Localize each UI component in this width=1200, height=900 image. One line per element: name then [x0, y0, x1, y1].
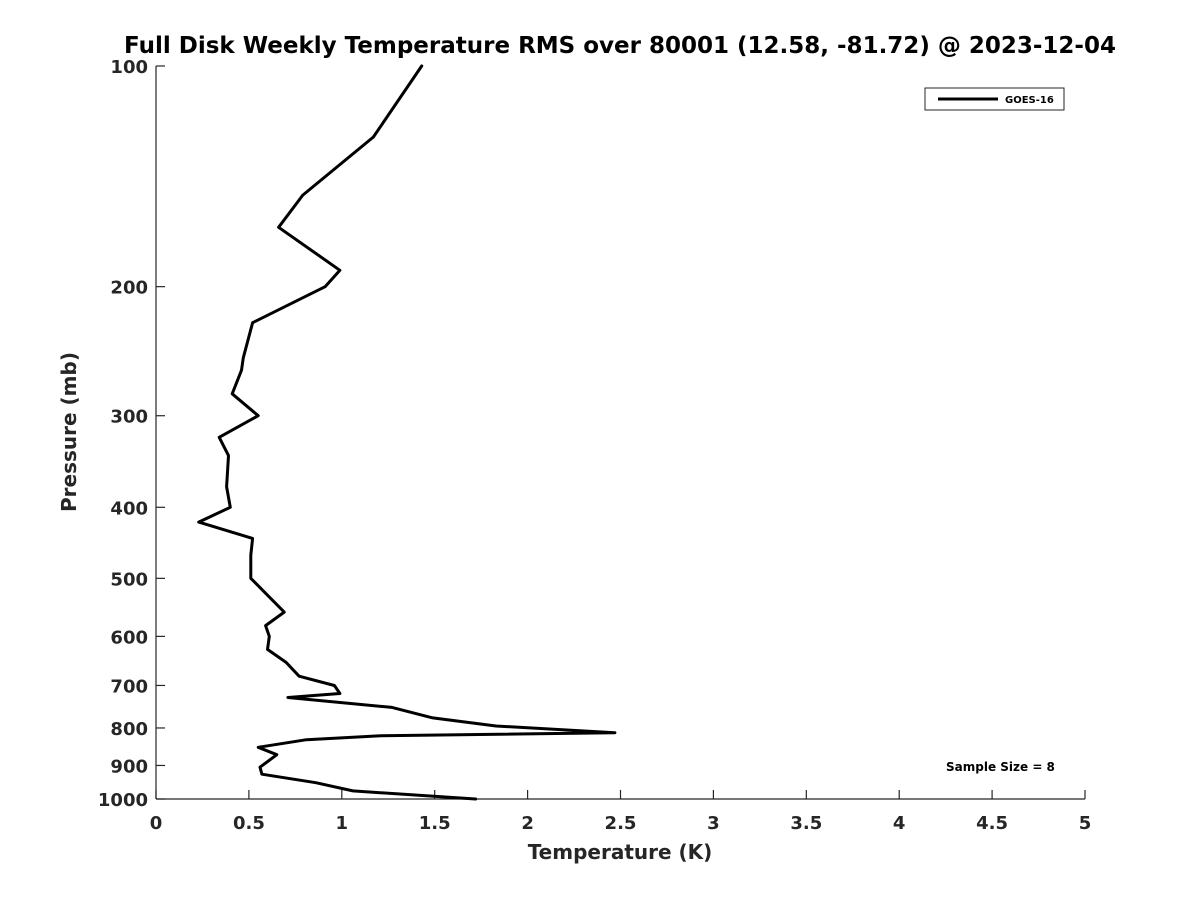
y-tick-label: 1000 — [98, 790, 148, 811]
y-tick-label: 900 — [110, 756, 148, 777]
y-tick-label: 600 — [110, 627, 148, 648]
x-tick-label: 2.5 — [605, 813, 637, 834]
x-tick-label: 4.5 — [976, 813, 1008, 834]
x-tick-label: 0 — [150, 813, 163, 834]
y-tick-label: 400 — [110, 498, 148, 519]
y-tick-label: 500 — [110, 569, 148, 590]
series-layer — [197, 64, 617, 801]
legend-label-goes-16: GOES-16 — [1005, 95, 1054, 106]
y-tick-label: 800 — [110, 719, 148, 740]
x-tick-label: 3 — [707, 813, 720, 834]
y-tick-label: 200 — [110, 278, 148, 299]
sample-size-annotation: Sample Size = 8 — [946, 760, 1055, 774]
legend: GOES-16 — [924, 87, 1065, 111]
x-tick-label: 1.5 — [419, 813, 451, 834]
y-tick-label: 300 — [110, 407, 148, 428]
x-tick-label: 5 — [1079, 813, 1092, 834]
series-line-goes-16 — [197, 64, 617, 801]
x-tick-label: 0.5 — [233, 813, 265, 834]
chart-title: Full Disk Weekly Temperature RMS over 80… — [124, 33, 1116, 59]
x-tick-label: 1 — [336, 813, 349, 834]
y-tick-label: 700 — [110, 676, 148, 697]
x-tick-label: 3.5 — [790, 813, 822, 834]
x-ticks: 0 0.5 1 1.5 2 2.5 3 3.5 4 4.5 5 — [150, 790, 1092, 834]
y-ticks: 100 200 300 400 500 600 700 800 900 1000 — [98, 57, 165, 811]
y-tick-label: 100 — [110, 57, 148, 78]
y-axis-label: Pressure (mb) — [57, 352, 81, 512]
plot-area — [155, 66, 1085, 800]
x-tick-label: 4 — [893, 813, 906, 834]
x-axis-label: Temperature (K) — [528, 840, 713, 864]
x-tick-label: 2 — [521, 813, 534, 834]
